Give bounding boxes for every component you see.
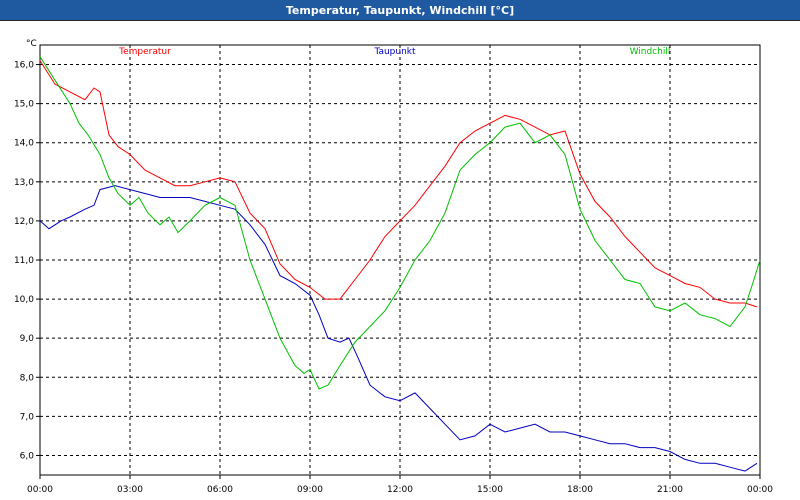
x-tick-time-label: 09:00	[297, 485, 323, 495]
y-tick-label: 13,0	[14, 178, 34, 188]
chart-title: Temperatur, Taupunkt, Windchill [°C]	[285, 3, 515, 17]
series-line-windchill	[39, 56, 761, 390]
series-lines	[39, 56, 761, 472]
x-tick-time-label: 00:00	[27, 485, 53, 495]
legend-item-taupunkt: Taupunkt	[373, 47, 416, 57]
y-tick-label: 10,0	[14, 295, 34, 305]
grid-lines	[40, 45, 760, 475]
x-axis: 00:0007.10.1803:0007.10.1806:0007.10.180…	[27, 475, 773, 495]
x-tick-time-label: 06:00	[207, 485, 233, 495]
series-line-temperatur	[39, 60, 758, 308]
series-line-taupunkt	[39, 185, 758, 472]
y-tick-label: 15,0	[14, 100, 34, 110]
legend-item-temperatur: Temperatur	[118, 47, 171, 57]
y-tick-label: 16,0	[14, 61, 34, 71]
x-tick-time-label: 21:00	[657, 485, 683, 495]
y-tick-label: 11,0	[14, 256, 34, 266]
legend: Temperatur Taupunkt Windchill	[118, 47, 670, 57]
y-tick-label: 6,0	[20, 451, 35, 461]
y-axis-unit-label: °C	[26, 39, 37, 49]
y-tick-label: 9,0	[20, 334, 35, 344]
x-tick-time-label: 03:00	[117, 485, 143, 495]
x-tick-time-label: 18:00	[567, 485, 593, 495]
x-tick-time-label: 00:00	[747, 485, 773, 495]
line-chart: 6,0 7,0 8,0 9,0 10,0 11,0 12,0 13,0 14,0 15,0 16,0…	[14, 39, 773, 495]
x-tick-time-label: 12:00	[387, 485, 413, 495]
y-tick-label: 12,0	[14, 217, 34, 227]
y-tick-label: 7,0	[20, 412, 35, 422]
y-tick-label: 14,0	[14, 139, 34, 149]
chart-title-bar: Temperatur, Taupunkt, Windchill [°C]	[0, 0, 800, 21]
y-axis: 6,0 7,0 8,0 9,0 10,0 11,0 12,0 13,0 14,0 15,0 16,0	[14, 61, 40, 461]
y-tick-label: 8,0	[20, 373, 35, 383]
legend-item-windchill: Windchill	[630, 47, 671, 57]
x-tick-time-label: 15:00	[477, 485, 503, 495]
